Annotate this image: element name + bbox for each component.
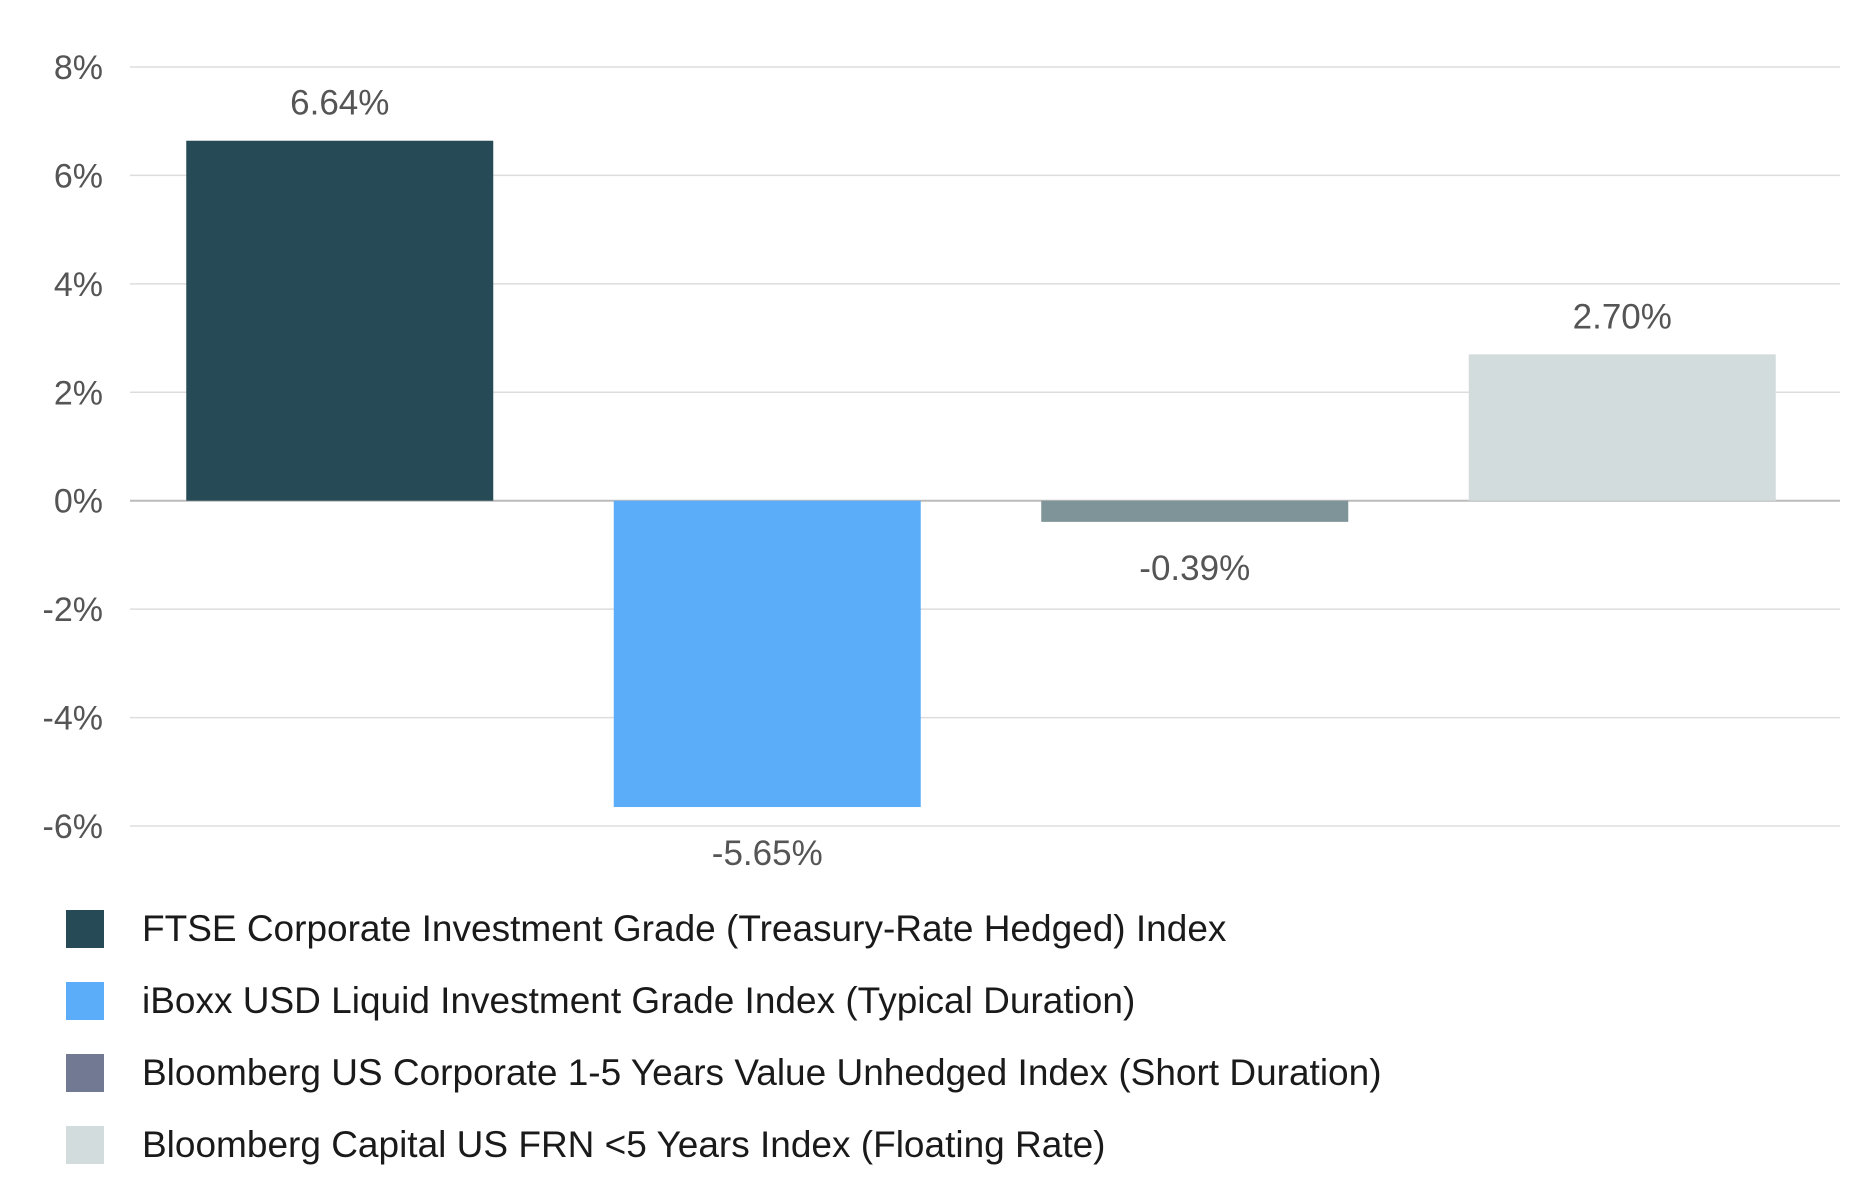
data-label: 2.70%: [1573, 297, 1672, 336]
data-label: -0.39%: [1139, 549, 1250, 588]
bar: [186, 140, 494, 501]
legend-label-iboxx: iBoxx USD Liquid Investment Grade Index …: [142, 980, 1136, 1021]
y-tick-label: -6%: [43, 808, 103, 846]
legend-label-bloomberg-frn: Bloomberg Capital US FRN <5 Years Index …: [142, 1124, 1106, 1165]
legend-item: iBoxx USD Liquid Investment Grade Index …: [66, 965, 1846, 1037]
legend-item: Bloomberg Capital US FRN <5 Years Index …: [66, 1109, 1846, 1181]
bar: [1041, 500, 1349, 522]
y-tick-label: 8%: [54, 49, 103, 87]
y-tick-label: 0%: [54, 483, 103, 521]
legend-swatch-iboxx: [66, 982, 104, 1020]
chart-area: 8% 6% 4% 2% 0% -2% -4% -6% 6.64% -5.65% -0.39% 2.70…: [43, 49, 1840, 873]
legend-swatch-bloomberg-frn: [66, 1126, 104, 1164]
bar-chart: 8% 6% 4% 2% 0% -2% -4% -6% 6.64% -5.65% -0.39% 2.70…: [43, 49, 1840, 873]
y-tick-label: -2%: [43, 591, 103, 629]
y-tick-label: -4%: [43, 700, 103, 738]
bar: [613, 500, 921, 808]
legend-item: FTSE Corporate Investment Grade (Treasur…: [66, 893, 1846, 965]
bar: [1468, 354, 1776, 501]
data-label: -5.65%: [712, 834, 823, 873]
legend-swatch-ftse: [66, 910, 104, 948]
legend-label-ftse: FTSE Corporate Investment Grade (Treasur…: [142, 908, 1227, 949]
legend-label-bloomberg-corporate: Bloomberg US Corporate 1-5 Years Value U…: [142, 1052, 1382, 1093]
y-tick-label: 4%: [54, 266, 103, 304]
data-label: 6.64%: [290, 84, 389, 123]
legend: FTSE Corporate Investment Grade (Treasur…: [66, 893, 1846, 1181]
y-tick-label: 2%: [54, 374, 103, 412]
legend-item: Bloomberg US Corporate 1-5 Years Value U…: [66, 1037, 1846, 1109]
y-tick-label: 6%: [54, 157, 103, 195]
legend-swatch-bloomberg-corporate: [66, 1054, 104, 1092]
